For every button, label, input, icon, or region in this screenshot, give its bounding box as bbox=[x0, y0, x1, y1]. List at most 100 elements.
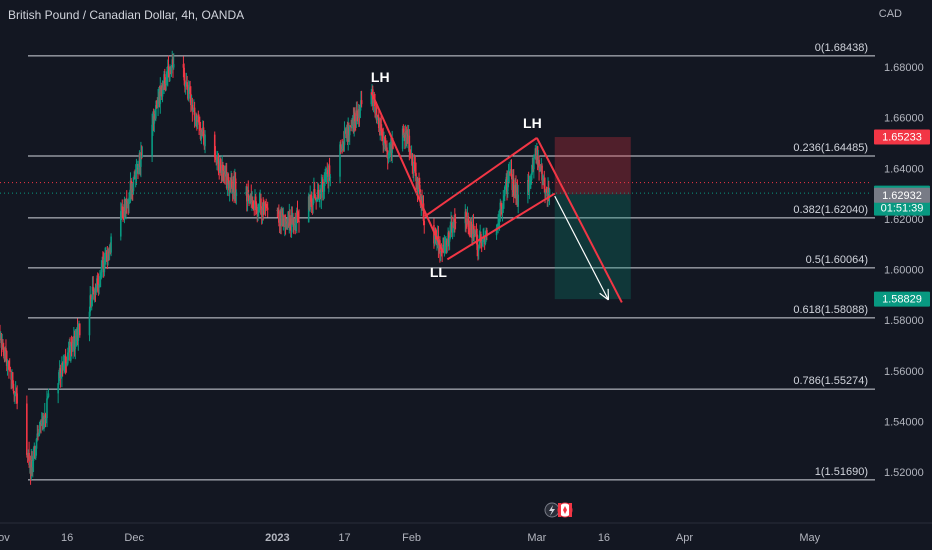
candle-body bbox=[266, 207, 269, 210]
candle-body bbox=[5, 348, 7, 352]
candle-body bbox=[380, 130, 383, 133]
trend-pattern-line[interactable] bbox=[370, 91, 444, 253]
candle-body bbox=[257, 209, 260, 213]
candle bbox=[36, 424, 39, 442]
candle-body bbox=[256, 208, 259, 214]
candle-body bbox=[191, 105, 194, 111]
x-tick-label: 17 bbox=[338, 532, 350, 544]
trend-pattern-line[interactable] bbox=[535, 137, 623, 303]
candle-body bbox=[194, 120, 197, 122]
y-tick-label: 1.52000 bbox=[884, 467, 924, 479]
trend-pattern-line[interactable] bbox=[446, 192, 556, 261]
candle-body bbox=[339, 144, 341, 177]
candle bbox=[444, 237, 446, 254]
candle bbox=[502, 189, 505, 214]
candle-body bbox=[313, 188, 316, 198]
candle-body bbox=[317, 189, 320, 200]
candle bbox=[186, 75, 188, 91]
candle bbox=[136, 160, 138, 174]
candle-body bbox=[155, 105, 157, 119]
candle bbox=[91, 276, 94, 307]
candle bbox=[468, 218, 470, 236]
candle-body bbox=[46, 396, 49, 399]
candle-body bbox=[32, 448, 35, 461]
candle-body bbox=[155, 105, 158, 107]
candle bbox=[77, 323, 80, 351]
maple-leaf-glyph bbox=[563, 506, 567, 514]
candle-body bbox=[235, 192, 238, 197]
canada-flag-right-band bbox=[569, 503, 572, 517]
candle-body bbox=[496, 225, 499, 228]
candle-body bbox=[324, 177, 326, 182]
candle bbox=[348, 125, 351, 145]
candle bbox=[14, 391, 16, 404]
candle-body bbox=[170, 66, 173, 74]
candle-body bbox=[64, 355, 67, 364]
candle-body bbox=[448, 232, 450, 242]
candle-body bbox=[151, 124, 153, 156]
candle bbox=[101, 256, 103, 278]
candle-body bbox=[350, 125, 352, 127]
candle-body bbox=[441, 252, 443, 254]
candle-body bbox=[413, 161, 416, 165]
candle bbox=[264, 201, 267, 217]
candle bbox=[39, 420, 42, 433]
candle-body bbox=[258, 203, 261, 210]
price-tag-countdown: 01:51:39 bbox=[881, 203, 924, 215]
candle bbox=[289, 209, 291, 231]
price-tag-bg bbox=[874, 291, 930, 307]
candle bbox=[44, 412, 47, 427]
price-tag-value: 1.65233 bbox=[882, 132, 922, 144]
candle bbox=[153, 109, 156, 133]
candle-body bbox=[392, 141, 394, 149]
candle-body bbox=[217, 156, 220, 172]
candle-body bbox=[192, 110, 194, 112]
candle-body bbox=[128, 191, 131, 198]
candle-body bbox=[387, 154, 390, 159]
candle bbox=[467, 212, 470, 235]
candle-body bbox=[376, 115, 379, 121]
y-tick-label: 1.60000 bbox=[884, 265, 924, 277]
candle bbox=[163, 68, 166, 90]
projection-arrow[interactable] bbox=[554, 195, 609, 301]
y-tick-label: 1.64000 bbox=[884, 163, 924, 175]
candle-body bbox=[42, 417, 45, 429]
lightning-icon[interactable] bbox=[544, 502, 560, 518]
candle bbox=[291, 206, 294, 225]
candle bbox=[204, 130, 206, 154]
pattern-annotation: LH bbox=[523, 115, 542, 131]
candle-body bbox=[213, 134, 216, 158]
y-tick-label: 1.58000 bbox=[884, 315, 924, 327]
candle bbox=[312, 194, 314, 214]
price-tag-value: 1.58829 bbox=[882, 294, 922, 306]
candle-body bbox=[70, 342, 72, 361]
candle bbox=[32, 446, 35, 473]
trend-pattern-line[interactable] bbox=[424, 137, 538, 218]
candle bbox=[96, 272, 99, 293]
candle-body bbox=[530, 179, 532, 181]
candle-body bbox=[502, 200, 505, 209]
candle-body bbox=[517, 194, 520, 207]
canada-flag-icon[interactable] bbox=[557, 502, 573, 518]
candle bbox=[541, 163, 543, 189]
candle-body bbox=[231, 179, 233, 188]
candle bbox=[130, 177, 133, 200]
y-tick-label: 1.66000 bbox=[884, 113, 924, 125]
candle-body bbox=[46, 398, 48, 419]
candle bbox=[214, 146, 217, 160]
candle-body bbox=[128, 197, 130, 204]
candle-body bbox=[140, 153, 142, 167]
stop-loss-zone[interactable] bbox=[554, 137, 631, 195]
candle-body bbox=[495, 227, 498, 236]
candle-body bbox=[193, 107, 196, 121]
candle bbox=[88, 306, 91, 342]
candle-body bbox=[67, 351, 70, 353]
candle-body bbox=[66, 363, 68, 366]
candle-body bbox=[423, 220, 426, 226]
candle-body bbox=[445, 240, 448, 247]
candle-body bbox=[296, 210, 299, 219]
candle bbox=[260, 193, 262, 216]
candle-body bbox=[70, 342, 73, 347]
price-tag-bg bbox=[874, 187, 930, 203]
